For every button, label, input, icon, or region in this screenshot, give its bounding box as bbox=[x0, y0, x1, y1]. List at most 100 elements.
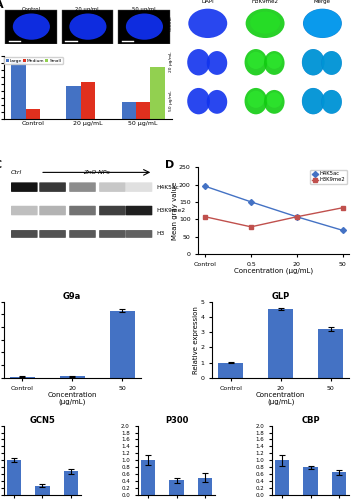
Text: Control: Control bbox=[22, 6, 41, 12]
Text: H4K5ac: H4K5ac bbox=[156, 184, 179, 190]
H4K5ac bbox=[341, 228, 345, 234]
Ellipse shape bbox=[246, 8, 285, 38]
Ellipse shape bbox=[304, 9, 341, 38]
Y-axis label: Mean gray value: Mean gray value bbox=[172, 182, 178, 240]
Text: D: D bbox=[165, 160, 174, 170]
X-axis label: Concentration
(μg/mL): Concentration (μg/mL) bbox=[256, 392, 306, 406]
H3K9me2 bbox=[295, 214, 299, 220]
Text: B: B bbox=[172, 0, 181, 2]
Bar bbox=[169, 480, 184, 495]
Text: H3K9me2: H3K9me2 bbox=[156, 208, 186, 213]
FancyBboxPatch shape bbox=[11, 206, 38, 216]
X-axis label: Concentration
(μg/mL): Concentration (μg/mL) bbox=[47, 392, 97, 406]
Ellipse shape bbox=[187, 88, 210, 115]
Title: DAPI: DAPI bbox=[202, 0, 214, 4]
H4K5ac bbox=[203, 184, 207, 190]
Ellipse shape bbox=[264, 90, 285, 114]
Bar bbox=[150, 67, 164, 120]
Text: 50 μg/mL: 50 μg/mL bbox=[132, 6, 157, 12]
H4K5ac bbox=[295, 214, 299, 220]
Title: CBP: CBP bbox=[301, 416, 320, 425]
Text: A: A bbox=[0, 0, 4, 10]
Bar bbox=[275, 460, 289, 495]
Text: ZnO NPs: ZnO NPs bbox=[83, 170, 110, 175]
Bar bbox=[35, 486, 49, 495]
FancyBboxPatch shape bbox=[99, 230, 126, 238]
Text: Ctrl: Ctrl bbox=[11, 170, 23, 175]
Ellipse shape bbox=[267, 92, 282, 108]
Ellipse shape bbox=[245, 49, 267, 76]
Ellipse shape bbox=[321, 51, 342, 75]
FancyBboxPatch shape bbox=[126, 206, 152, 216]
Ellipse shape bbox=[302, 49, 325, 76]
Text: 20 μg/mL: 20 μg/mL bbox=[169, 52, 173, 72]
Line: H4K5ac: H4K5ac bbox=[203, 184, 345, 232]
Bar bbox=[219, 362, 243, 378]
H3K9me2 bbox=[341, 205, 345, 211]
FancyBboxPatch shape bbox=[11, 230, 38, 238]
Bar bbox=[60, 376, 85, 378]
Ellipse shape bbox=[207, 90, 227, 114]
FancyBboxPatch shape bbox=[39, 182, 66, 192]
Bar bbox=[66, 86, 81, 120]
H3K9me2 bbox=[203, 214, 207, 220]
Ellipse shape bbox=[302, 88, 324, 114]
Text: Control: Control bbox=[169, 16, 173, 31]
Ellipse shape bbox=[303, 8, 342, 38]
Ellipse shape bbox=[69, 14, 107, 40]
Title: G9a: G9a bbox=[63, 292, 81, 301]
FancyBboxPatch shape bbox=[69, 206, 96, 216]
Bar bbox=[7, 460, 21, 495]
Ellipse shape bbox=[321, 90, 342, 114]
Bar bbox=[121, 102, 136, 120]
Ellipse shape bbox=[250, 12, 280, 34]
Bar bbox=[198, 478, 212, 495]
Text: C: C bbox=[0, 160, 2, 170]
Ellipse shape bbox=[13, 14, 50, 40]
Ellipse shape bbox=[322, 90, 342, 114]
Title: P300: P300 bbox=[165, 416, 188, 425]
Line: H3K9me2: H3K9me2 bbox=[203, 206, 345, 229]
Ellipse shape bbox=[302, 50, 324, 75]
Bar bbox=[318, 329, 343, 378]
Bar bbox=[110, 310, 134, 378]
Legend: H4K5ac, H3K9me2: H4K5ac, H3K9me2 bbox=[310, 170, 347, 184]
Title: H3K9me2: H3K9me2 bbox=[252, 0, 279, 4]
Ellipse shape bbox=[207, 51, 227, 75]
FancyBboxPatch shape bbox=[69, 230, 96, 238]
Title: Merge: Merge bbox=[314, 0, 331, 4]
FancyBboxPatch shape bbox=[39, 206, 66, 216]
Title: GCN5: GCN5 bbox=[30, 416, 55, 425]
Ellipse shape bbox=[247, 52, 264, 69]
Ellipse shape bbox=[247, 90, 264, 108]
Title: GLP: GLP bbox=[272, 292, 290, 301]
Bar bbox=[136, 102, 150, 120]
FancyBboxPatch shape bbox=[69, 182, 96, 192]
Bar bbox=[141, 460, 155, 495]
Bar bbox=[304, 467, 318, 495]
Text: H3: H3 bbox=[156, 232, 165, 236]
Y-axis label: Relative expression: Relative expression bbox=[193, 306, 199, 374]
FancyBboxPatch shape bbox=[99, 182, 126, 192]
Text: 50 μg/mL: 50 μg/mL bbox=[169, 91, 173, 112]
Text: 20 μg/mL: 20 μg/mL bbox=[76, 6, 100, 12]
Ellipse shape bbox=[322, 52, 342, 74]
Bar bbox=[332, 472, 346, 495]
FancyBboxPatch shape bbox=[126, 182, 152, 192]
H4K5ac bbox=[249, 199, 253, 205]
Bar bbox=[268, 309, 293, 378]
Ellipse shape bbox=[187, 49, 210, 76]
Ellipse shape bbox=[264, 51, 285, 75]
Legend: Large, Medium, Small: Large, Medium, Small bbox=[5, 57, 62, 64]
FancyBboxPatch shape bbox=[11, 182, 38, 192]
Bar bbox=[10, 376, 35, 378]
Ellipse shape bbox=[302, 88, 325, 115]
H3K9me2 bbox=[249, 224, 253, 230]
Ellipse shape bbox=[126, 14, 163, 40]
Bar bbox=[81, 82, 95, 120]
Ellipse shape bbox=[267, 54, 282, 69]
FancyBboxPatch shape bbox=[39, 230, 66, 238]
Ellipse shape bbox=[245, 88, 267, 115]
Bar bbox=[64, 472, 78, 495]
Bar bbox=[11, 60, 25, 120]
